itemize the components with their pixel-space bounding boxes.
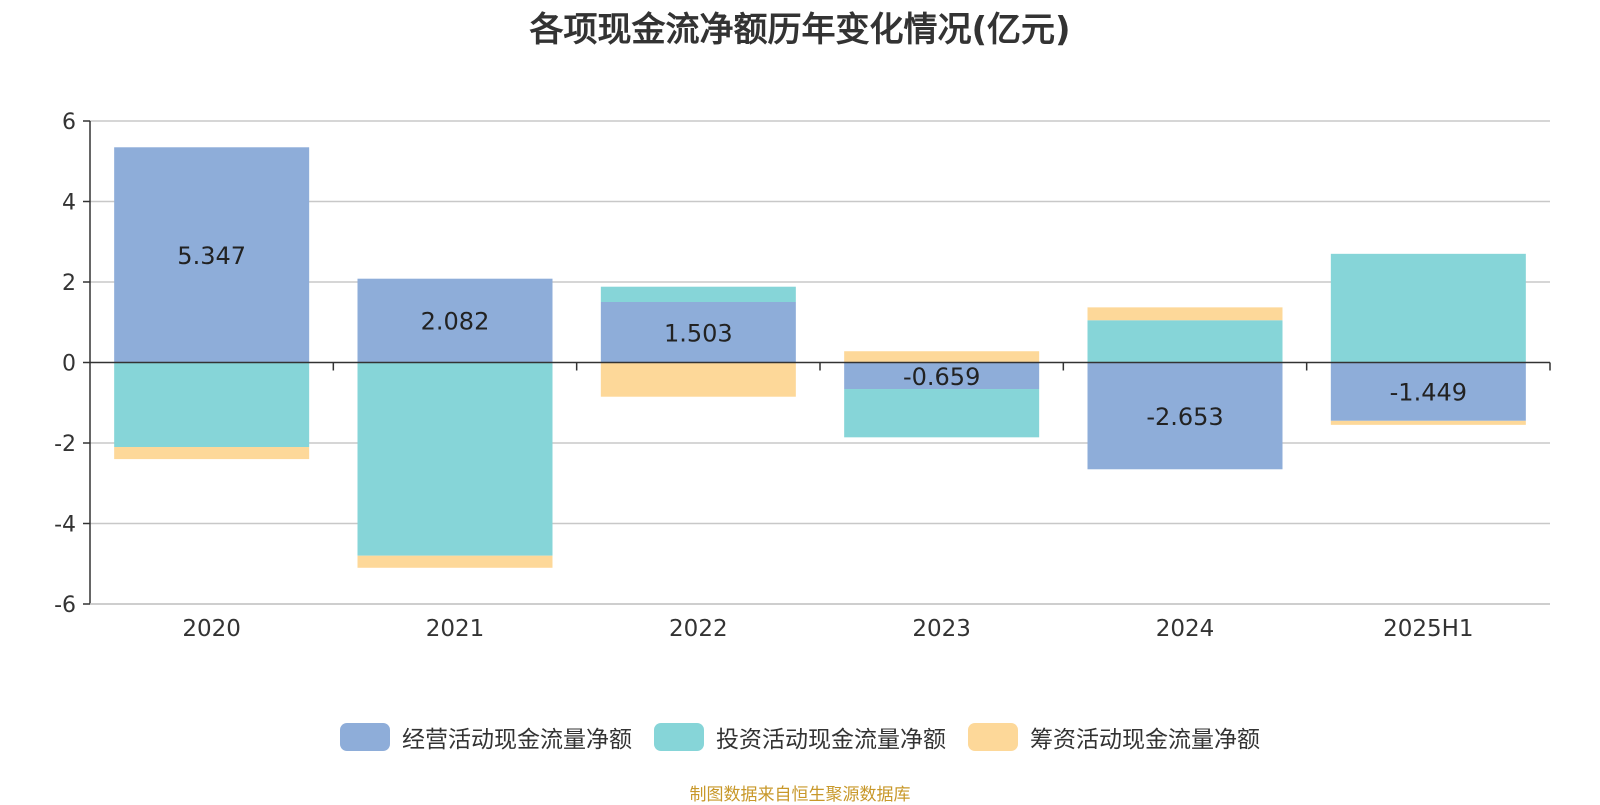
stacked-bar-chart: -6 -4 -2 0 2 4 6 2020 2021 2022 2023 2024 2025H1 5.3… xyxy=(54,110,1551,642)
y-tick-label: 2 xyxy=(62,271,76,296)
x-tick-label: 2021 xyxy=(426,616,485,642)
bar-segment xyxy=(1330,362,1526,421)
y-tick-label: -2 xyxy=(54,432,76,457)
y-tick-label: 6 xyxy=(62,110,76,135)
legend-label-financing: 筹资活动现金流量净额 xyxy=(1030,727,1260,753)
source-note: 制图数据来自恒生聚源数据库 xyxy=(689,785,911,805)
x-tick-label: 2024 xyxy=(1156,616,1215,642)
y-tick-label: 4 xyxy=(62,191,76,216)
data-label: -2.653 xyxy=(1146,403,1223,431)
bar-segment xyxy=(357,555,553,568)
legend-swatch-investing xyxy=(654,723,704,751)
x-tick-label: 2022 xyxy=(669,616,728,642)
y-tick-label: -6 xyxy=(54,593,76,618)
bar-segment xyxy=(600,302,796,363)
x-tick-label: 2023 xyxy=(912,616,971,642)
legend-item-operating[interactable]: 经营活动现金流量净额 xyxy=(340,720,632,754)
bar-segment xyxy=(844,389,1040,438)
data-label: 2.082 xyxy=(421,308,490,336)
data-label: -0.659 xyxy=(903,363,980,391)
bar-segment xyxy=(1087,362,1283,470)
x-tick-label: 2020 xyxy=(182,616,241,642)
chart-title: 各项现金流净额历年变化情况(亿元) xyxy=(529,10,1071,50)
legend-label-operating: 经营活动现金流量净额 xyxy=(402,727,632,753)
data-labels: 5.347 2.082 1.503 -0.659 -2.653 -1.449 xyxy=(177,242,1467,431)
bar-segment xyxy=(1330,420,1526,425)
bar-segment xyxy=(600,286,796,303)
bar-segment xyxy=(1330,253,1526,363)
legend-item-financing[interactable]: 筹资活动现金流量净额 xyxy=(968,720,1260,754)
bar-segment xyxy=(844,351,1040,363)
bar-segment xyxy=(600,362,796,397)
bar-segment xyxy=(114,362,310,448)
axes: -6 -4 -2 0 2 4 6 2020 2021 2022 2023 2024 2025H1 xyxy=(54,110,1551,642)
x-tick-label: 2025H1 xyxy=(1383,616,1473,642)
bars xyxy=(114,147,1526,568)
y-tick-label: -4 xyxy=(54,513,76,538)
data-label: 5.347 xyxy=(177,242,246,270)
bar-segment xyxy=(1087,307,1283,321)
bar-segment xyxy=(1087,320,1283,363)
bar-segment xyxy=(357,362,553,556)
bar-segment xyxy=(844,362,1040,390)
data-label: 1.503 xyxy=(664,319,733,347)
data-label: -1.449 xyxy=(1390,379,1467,407)
bar-segment xyxy=(114,447,310,460)
legend-item-investing[interactable]: 投资活动现金流量净额 xyxy=(654,720,946,754)
legend: 经营活动现金流量净额 投资活动现金流量净额 筹资活动现金流量净额 xyxy=(0,720,1600,754)
legend-label-investing: 投资活动现金流量净额 xyxy=(716,727,946,753)
legend-swatch-financing xyxy=(968,723,1018,751)
bar-segment xyxy=(357,278,553,363)
bar-segment xyxy=(114,147,310,363)
y-tick-label: 0 xyxy=(62,352,76,377)
legend-swatch-operating xyxy=(340,723,390,751)
